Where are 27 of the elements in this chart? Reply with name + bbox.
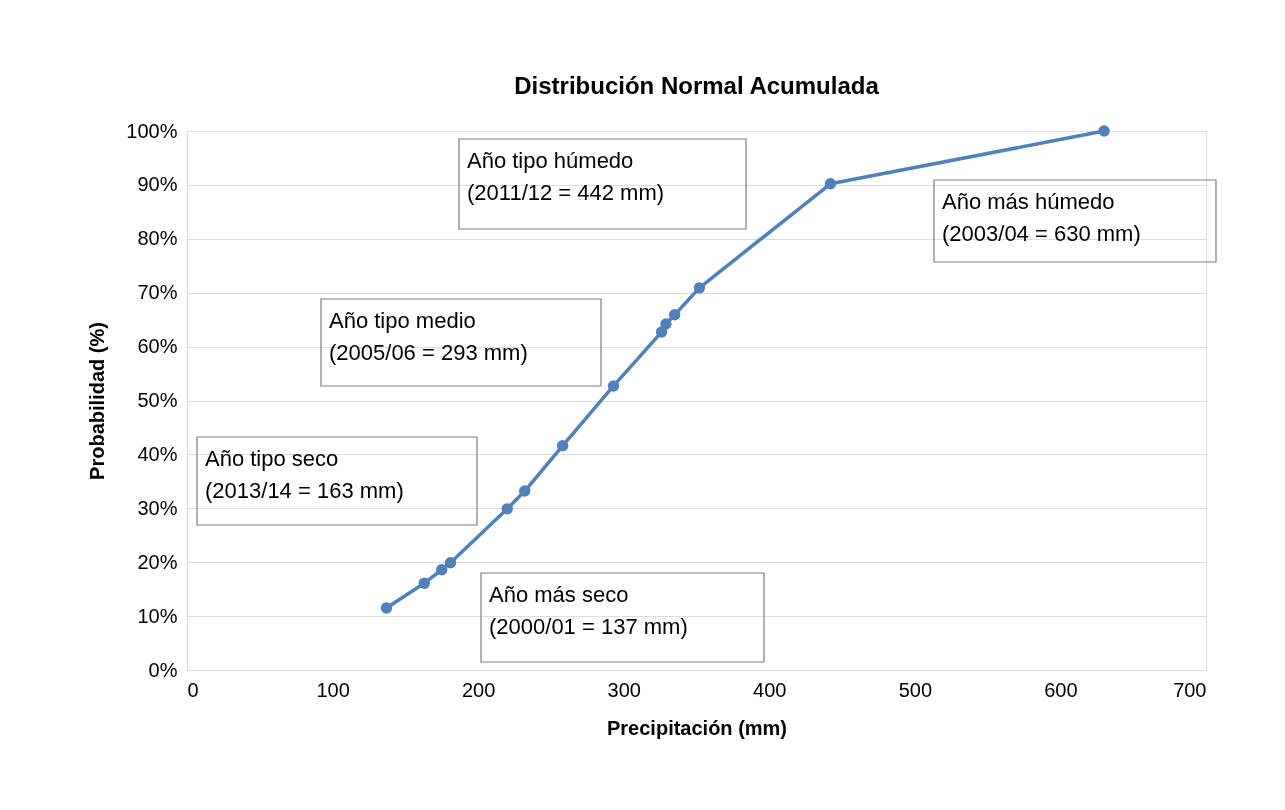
x-tick-label: 300 bbox=[607, 678, 641, 701]
x-tick-label: 500 bbox=[898, 678, 933, 701]
y-tick-label: 10% bbox=[137, 604, 178, 627]
y-tick-label: 50% bbox=[137, 389, 178, 411]
x-tick-label: 0 bbox=[187, 678, 199, 701]
annotation: Año más seco (2000/01 = 137 mm) bbox=[489, 582, 688, 639]
y-tick-label: 80% bbox=[137, 227, 178, 250]
y-tick-label: 70% bbox=[137, 281, 178, 304]
y-tick-label: 0% bbox=[148, 658, 178, 681]
x-tick-label: 700 bbox=[1173, 678, 1207, 701]
y-axis-title: Probabilidad (%) bbox=[86, 322, 109, 480]
y-tick-label: 60% bbox=[137, 335, 178, 358]
y-tick-label: 90% bbox=[137, 173, 178, 196]
annotation: Año más húmedo (2003/04 = 630 mm) bbox=[942, 189, 1141, 246]
y-tick-label: 100% bbox=[126, 119, 178, 142]
x-tick-label: 400 bbox=[753, 678, 787, 701]
y-tick-label: 20% bbox=[137, 550, 178, 573]
x-tick-label: 200 bbox=[461, 678, 496, 701]
annotation: Año tipo medio (2005/06 = 293 mm) bbox=[329, 308, 528, 365]
x-tick-label: 100 bbox=[316, 678, 350, 701]
x-tick-label: 600 bbox=[1044, 678, 1078, 701]
annotation: Año tipo seco (2013/14 = 163 mm) bbox=[205, 446, 404, 503]
y-tick-label: 40% bbox=[137, 442, 178, 465]
annotation: Año tipo húmedo (2011/12 = 442 mm) bbox=[467, 148, 665, 205]
y-tick-label: 30% bbox=[137, 496, 178, 519]
x-axis-title: Precipitación (mm) bbox=[606, 716, 788, 739]
chart-title: Distribución Normal Acumulada bbox=[514, 72, 880, 99]
